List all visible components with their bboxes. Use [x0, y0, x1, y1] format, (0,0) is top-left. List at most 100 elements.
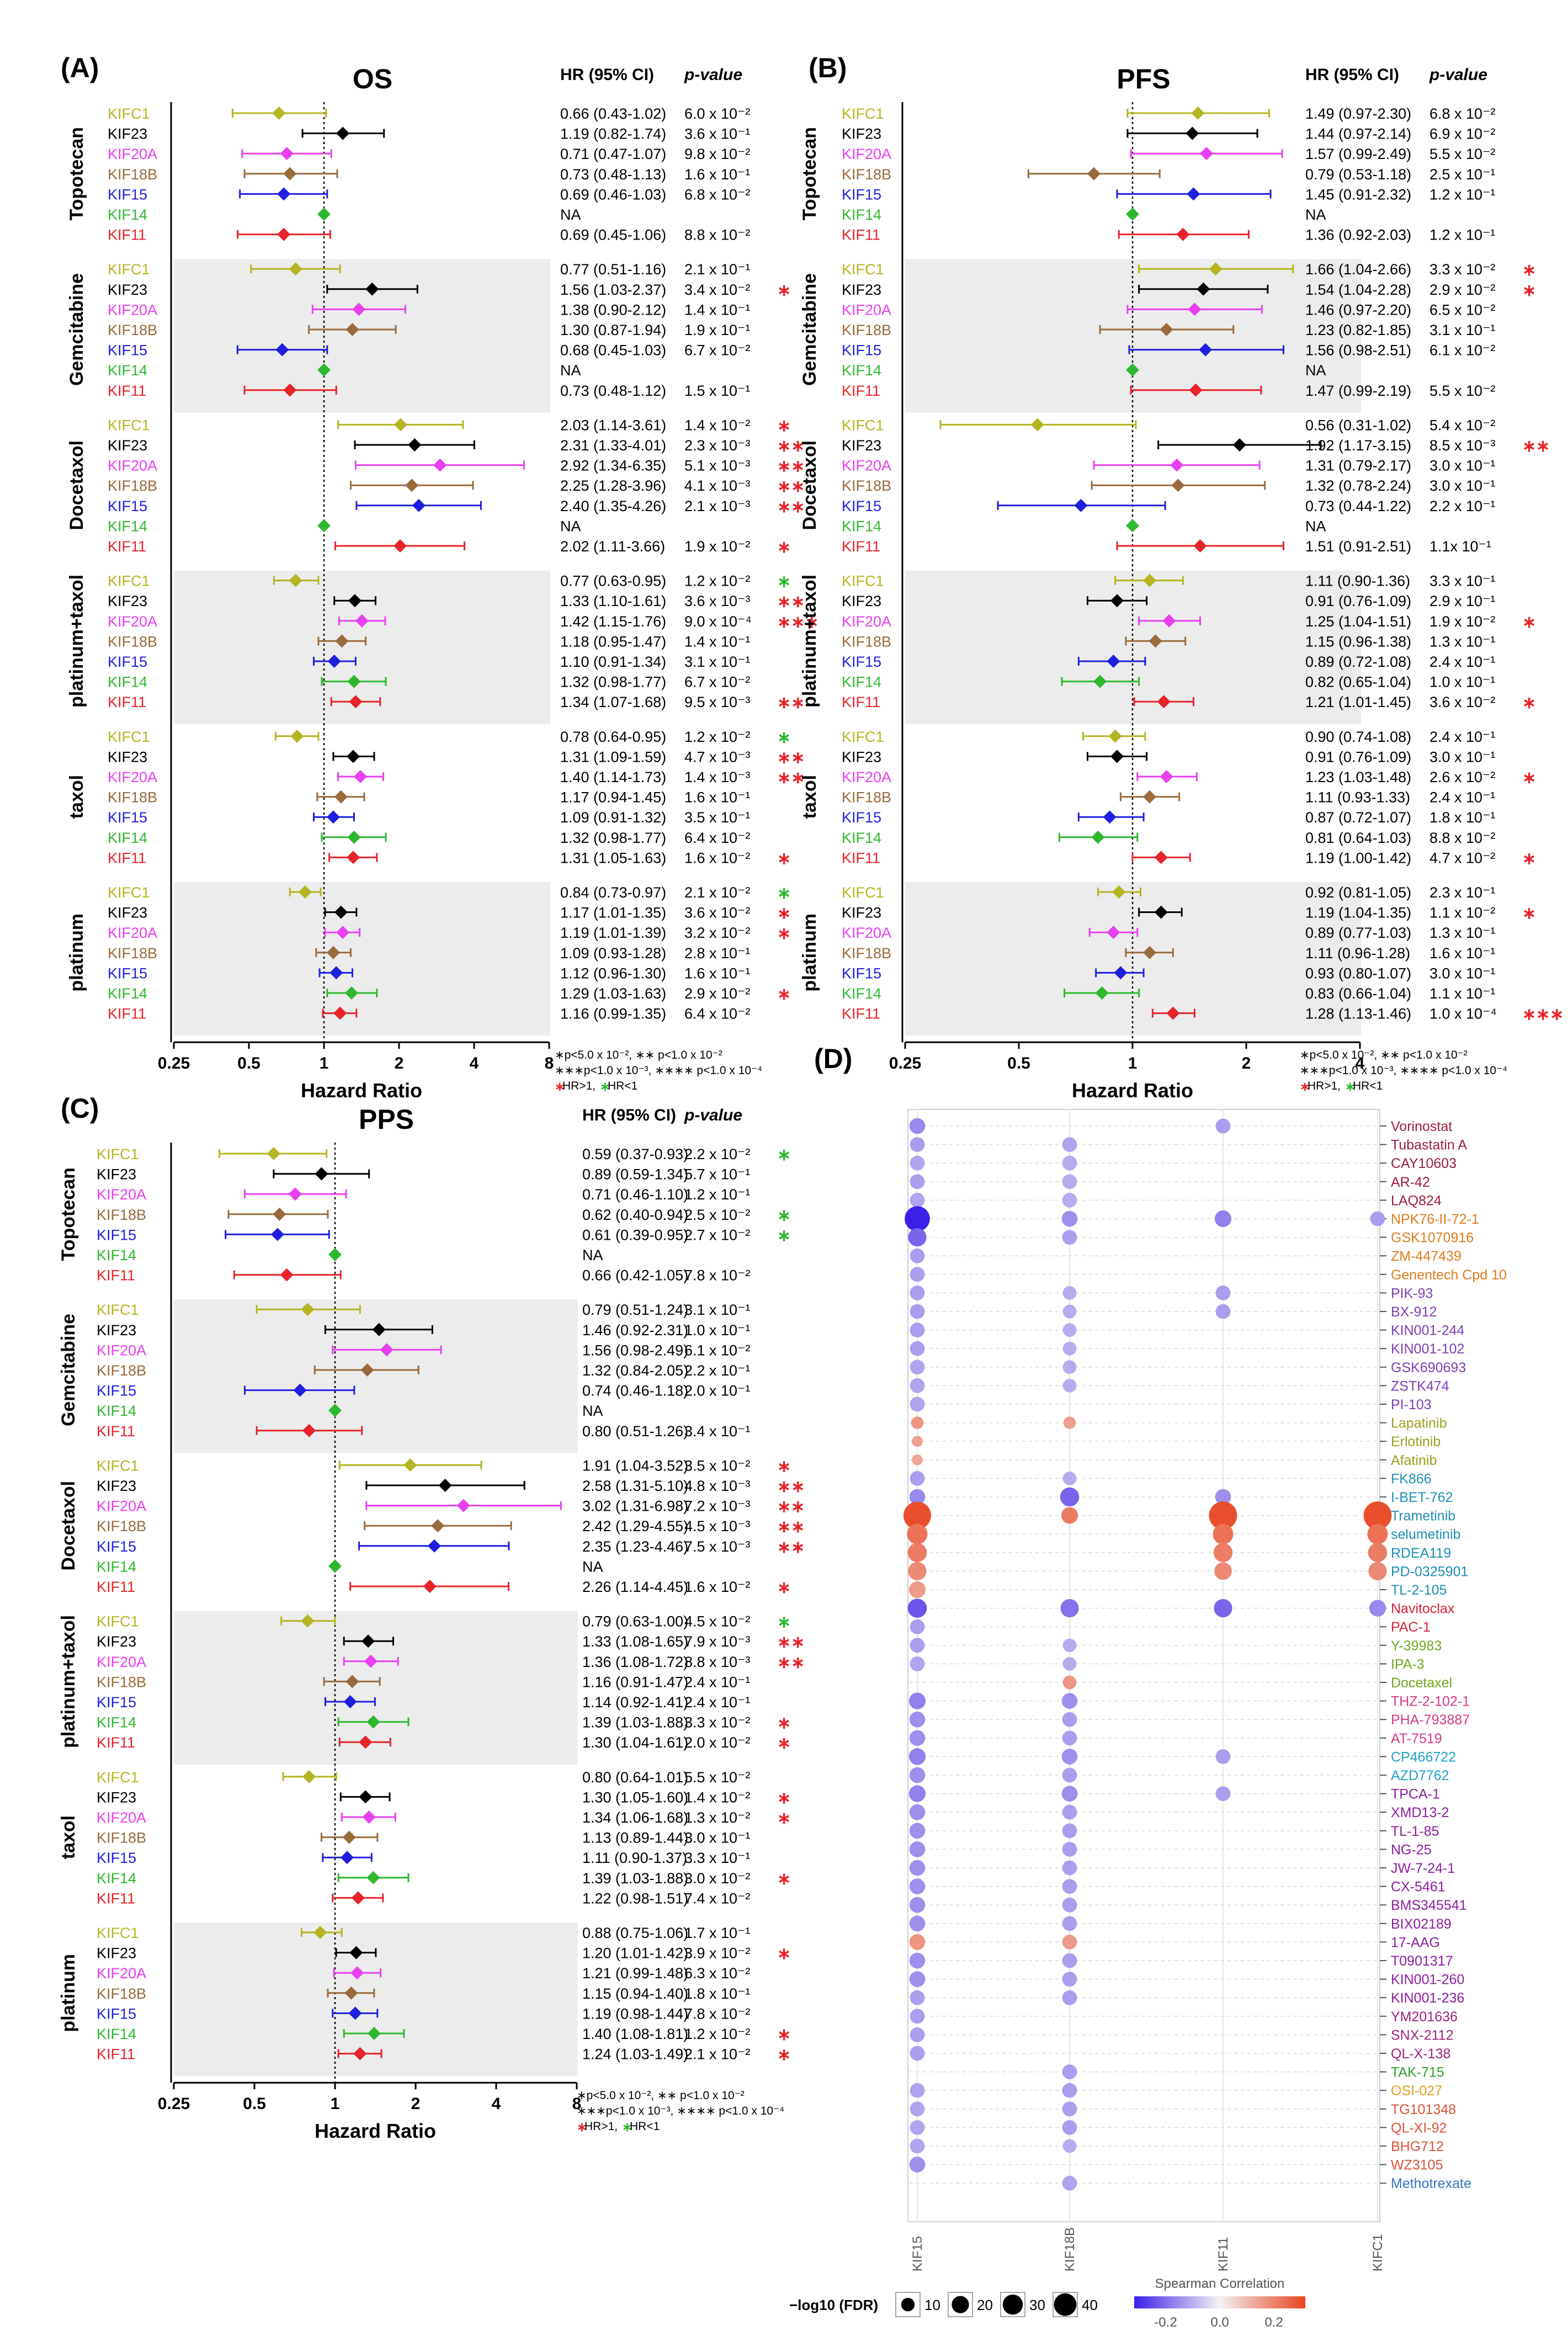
drug-label: platinum+taxol: [66, 575, 87, 708]
p-value: 9.8 x 10⁻²: [684, 146, 750, 162]
gene-label: KIF11: [108, 538, 146, 555]
sig-stars: ∗: [777, 1945, 791, 1963]
hr-value: 1.12 (0.96-1.30): [560, 965, 666, 981]
hr-value: 1.14 (0.92-1.41): [582, 1694, 688, 1711]
hr-marker: [362, 1810, 376, 1824]
drug-label: 17-AAG: [1391, 1935, 1440, 1950]
hr-value: 1.49 (0.97-2.30): [1305, 105, 1411, 122]
hr-value: 1.13 (0.89-1.44): [582, 1830, 688, 1846]
gene-label: KIF14: [97, 1558, 136, 1575]
gene-label: KIF15: [97, 2005, 136, 2022]
p-value: 2.6 x 10⁻²: [1429, 769, 1495, 785]
gene-label: KIFC1: [108, 261, 150, 278]
hr-marker: [1171, 479, 1185, 492]
hr-value: 1.44 (0.97-2.14): [1305, 126, 1411, 142]
bubble: [1062, 2120, 1077, 2135]
gene-label: KIF11: [108, 694, 146, 710]
drug-label: NG-25: [1391, 1842, 1432, 1857]
hr-value: 1.36 (0.92-2.03): [1305, 227, 1411, 243]
bubble: [909, 1915, 926, 1932]
hr-marker: [403, 1458, 417, 1472]
hr-marker: [347, 675, 361, 688]
drug-label: CAY10603: [1391, 1156, 1457, 1171]
drug-label: YM201636: [1391, 2009, 1458, 2025]
sig-stars: ∗: [1522, 261, 1536, 279]
drug-label: RDEA119: [1391, 1546, 1451, 1561]
bubble: [1062, 1675, 1077, 1690]
gene-label: KIF20A: [108, 769, 157, 785]
hr-value: NA: [582, 1558, 603, 1575]
p-value: 1.2 x 10⁻¹: [1429, 186, 1495, 203]
drug-label: Topotecan: [66, 127, 87, 220]
p-value: 8.8 x 10⁻²: [684, 227, 750, 243]
hr-value: 0.81 (0.64-1.03): [1305, 830, 1411, 846]
legend-hr-gt: HR>1,: [1307, 1080, 1341, 1092]
p-value: 5.7 x 10⁻¹: [684, 1166, 750, 1183]
forest-panel-os: (A) OS HR (95% CI) p-value 0.25 0.5 1 2 4 8 Hazard…: [61, 52, 818, 1102]
drug-label: platinum: [799, 914, 820, 992]
hr-value: 0.93 (0.80-1.07): [1305, 965, 1411, 981]
hr-marker: [346, 750, 360, 763]
x-tick-label: 0.5: [1007, 1054, 1030, 1072]
p-header: p-value: [684, 66, 742, 84]
bubble: [1061, 1786, 1078, 1802]
p-value: 1.6 x 10⁻²: [684, 849, 750, 866]
gene-label: KIF20A: [842, 613, 891, 630]
gene-label: KIF14: [97, 2026, 136, 2042]
hr-marker: [328, 1404, 342, 1417]
gene-label: KIF18B: [842, 322, 891, 338]
bubble: [1062, 1879, 1077, 1894]
p-value: 3.5 x 10⁻¹: [684, 809, 750, 826]
sig-stars: ∗: [777, 1457, 791, 1475]
p-value: 2.1 x 10⁻³: [684, 498, 750, 514]
gene-label: KIF11: [108, 849, 146, 866]
drug-label: Methotrexate: [1391, 2176, 1471, 2191]
gene-label: KIF18B: [842, 166, 891, 183]
p-value: 4.8 x 10⁻³: [684, 1478, 750, 1494]
hr-value: 0.77 (0.51-1.16): [560, 261, 666, 278]
bubble: [909, 1934, 926, 1950]
hr-value: 0.71 (0.46-1.10): [582, 1186, 688, 1203]
gene-label: KIF18B: [97, 1985, 146, 2002]
p-value: 1.3 x 10⁻²: [684, 1809, 750, 1826]
group-shade: [174, 882, 550, 1036]
p-value: 3.4 x 10⁻¹: [684, 1423, 750, 1440]
hr-value: 1.91 (1.04-3.52): [582, 1457, 688, 1474]
hr-marker: [267, 1147, 280, 1160]
sig-stars: ∗: [1522, 282, 1536, 300]
p-value: 3.0 x 10⁻¹: [684, 1830, 750, 1846]
bubble: [910, 2138, 925, 2154]
gene-label: KIF15: [108, 965, 147, 981]
sig-stars: ∗∗∗: [1522, 1006, 1564, 1024]
bubble: [1062, 1972, 1077, 1987]
drug-label: Topotecan: [58, 1167, 79, 1261]
gene-label: KIF23: [97, 1633, 136, 1650]
hr-marker: [272, 107, 286, 120]
p-value: 1.0 x 10⁻¹: [684, 1322, 750, 1339]
hr-marker: [348, 594, 362, 608]
bubble: [1062, 1323, 1077, 1337]
hr-value: 1.66 (1.04-2.66): [1305, 261, 1411, 278]
p-value: 5.5 x 10⁻²: [1429, 146, 1495, 162]
gene-label: KIFC1: [842, 105, 884, 122]
bubble: [910, 2009, 925, 2024]
hr-value: 1.15 (0.96-1.38): [1305, 633, 1411, 650]
sig-stars: ∗: [777, 1714, 791, 1733]
hr-marker: [1154, 905, 1168, 919]
hr-marker: [1157, 695, 1171, 709]
bubble: [908, 1228, 927, 1247]
drug-label: Navitoclax: [1391, 1601, 1455, 1617]
p-value: 1.2 x 10⁻¹: [684, 1186, 750, 1203]
hr-value: 2.35 (1.23-4.46): [582, 1538, 688, 1555]
bubble: [909, 1952, 926, 1969]
hr-marker: [355, 614, 369, 628]
gene-label: KIF15: [842, 186, 881, 203]
gene-label: KIF23: [108, 748, 147, 765]
drug-label: TAK-715: [1391, 2065, 1444, 2080]
hr-marker: [317, 208, 331, 221]
bubble: [909, 1804, 926, 1820]
drug-label: NPK76-II-72-1: [1391, 1212, 1479, 1227]
drug-label: THZ-2-102-1: [1391, 1694, 1470, 1709]
gene-label: KIF18B: [108, 166, 157, 183]
x-tick-label: 2: [395, 1054, 404, 1072]
